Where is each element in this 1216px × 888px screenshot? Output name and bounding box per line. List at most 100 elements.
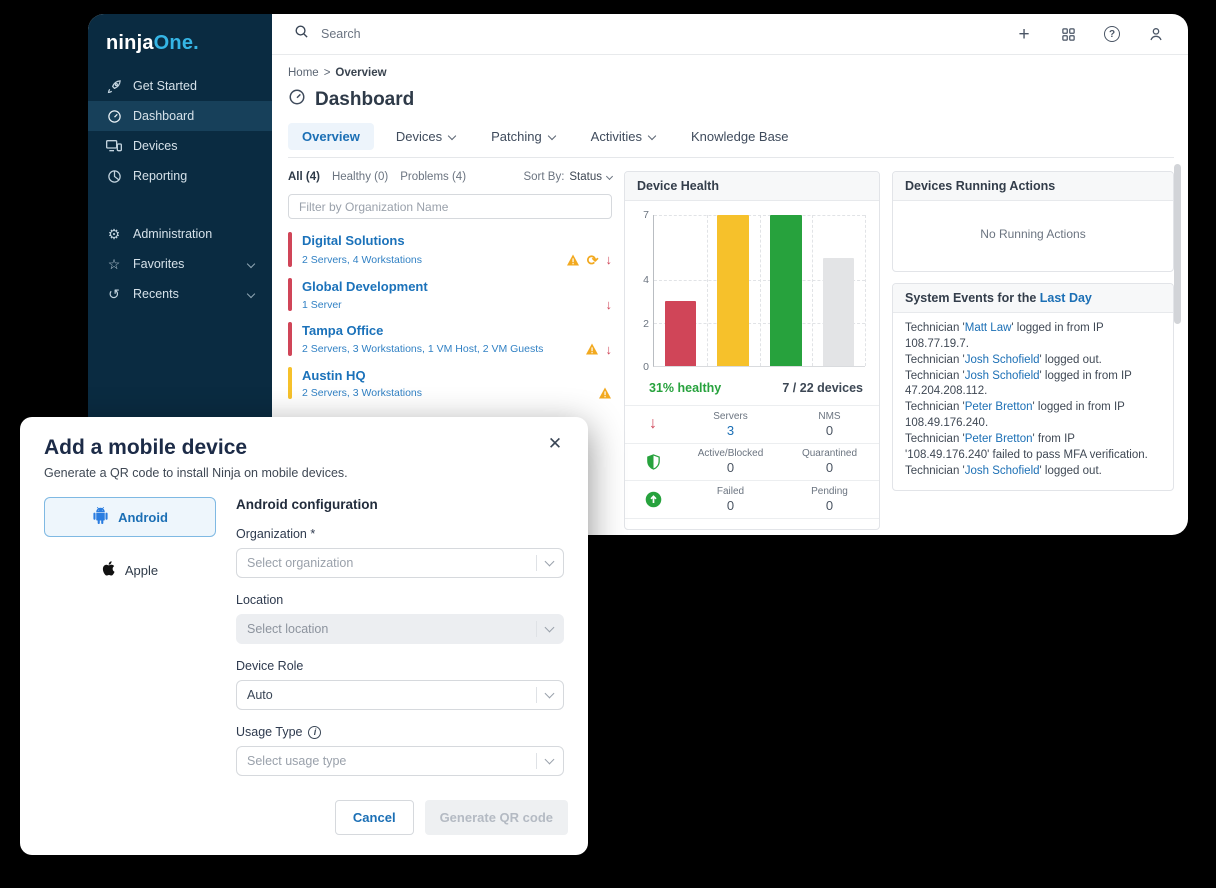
- device-role-select[interactable]: Auto: [236, 680, 564, 710]
- sidebar-item-label: Get Started: [133, 79, 197, 93]
- technician-link[interactable]: Matt Law: [964, 322, 1012, 334]
- technician-link[interactable]: Josh Schofield: [964, 464, 1040, 477]
- technician-link[interactable]: Josh Schofield: [964, 369, 1040, 382]
- sidebar-item-reporting[interactable]: Reporting: [88, 161, 272, 191]
- sidebar-item-devices[interactable]: Devices: [88, 131, 272, 161]
- stat-value: 0: [726, 497, 735, 513]
- platform-apple-button[interactable]: Apple: [44, 550, 216, 590]
- dashboard-icon: [288, 88, 306, 111]
- user-icon[interactable]: [1146, 24, 1166, 44]
- tab-devices[interactable]: Devices: [382, 123, 469, 150]
- stat-value: 0: [825, 497, 834, 513]
- devices-icon: [106, 138, 122, 154]
- platform-selector: Android Apple: [44, 497, 216, 776]
- stat-row-failed: Failed 0 Pending 0: [625, 480, 879, 518]
- logo-text-one: One.: [153, 32, 199, 54]
- sidebar-item-recents[interactable]: ↺ Recents: [88, 279, 272, 309]
- add-mobile-device-modal: ✕ Add a mobile device Generate a QR code…: [20, 417, 588, 855]
- modal-subtitle: Generate a QR code to install Ninja on m…: [44, 466, 348, 480]
- device-role-label: Device Role: [236, 659, 304, 673]
- filter-healthy[interactable]: Healthy (0): [331, 171, 389, 183]
- shield-half-icon: [625, 453, 681, 471]
- main-area: + ? Home > Overview Dashboard: [272, 14, 1188, 535]
- history-icon: ↺: [108, 285, 120, 302]
- panel-title: Devices Running Actions: [893, 172, 1173, 201]
- last-day-link[interactable]: Last Day: [1039, 291, 1092, 305]
- chevron-down-icon: [544, 754, 555, 764]
- org-summary: 2 Servers, 4 Workstations: [302, 253, 423, 266]
- organization-select[interactable]: Select organization: [236, 548, 564, 578]
- info-icon[interactable]: i: [308, 725, 322, 739]
- event-item: Technician 'Josh Schofield' logged in fr…: [905, 369, 1132, 398]
- chevron-down-icon: [246, 289, 256, 299]
- org-summary: 2 Servers, 3 Workstations: [302, 387, 423, 400]
- global-search[interactable]: [294, 24, 1014, 44]
- filter-all[interactable]: All (4): [288, 171, 320, 183]
- bar-offline: [822, 258, 855, 366]
- sidebar-item-label: Dashboard: [133, 109, 195, 123]
- org-name-link[interactable]: Tampa Office: [302, 323, 384, 339]
- apps-grid-icon[interactable]: [1058, 24, 1078, 44]
- close-icon[interactable]: ✕: [547, 434, 563, 453]
- org-card-austin-hq[interactable]: Austin HQ 2 Servers, 3 Workstations: [288, 366, 612, 400]
- organization-filter-input[interactable]: [288, 194, 612, 219]
- search-input[interactable]: [321, 27, 621, 41]
- panel-title: System Events for the Last Day: [893, 284, 1173, 313]
- breadcrumb-separator: >: [323, 67, 331, 79]
- org-card-global-development[interactable]: Global Development 1 Server ↓: [288, 277, 612, 312]
- down-arrow-icon: ↓: [605, 252, 613, 268]
- generate-qr-code-button[interactable]: Generate QR code: [424, 800, 568, 835]
- help-icon[interactable]: ?: [1102, 24, 1122, 44]
- sidebar-item-get-started[interactable]: Get Started: [88, 71, 272, 101]
- platform-android-button[interactable]: Android: [44, 497, 216, 537]
- location-select: Select location: [236, 614, 564, 644]
- chevron-down-icon: [647, 131, 657, 140]
- platform-label: Apple: [124, 562, 159, 578]
- panel-title: Device Health: [625, 172, 879, 201]
- breadcrumb: Home > Overview: [288, 67, 1174, 79]
- tab-knowledge-base[interactable]: Knowledge Base: [690, 129, 789, 144]
- technician-link[interactable]: Josh Schofield: [964, 353, 1040, 366]
- technician-link[interactable]: Peter Bretton: [964, 401, 1033, 414]
- select-placeholder: Select usage type: [247, 754, 347, 768]
- org-name-link[interactable]: Austin HQ: [302, 367, 366, 383]
- org-name-link[interactable]: Digital Solutions: [302, 233, 405, 248]
- filter-problems[interactable]: Problems (4): [400, 171, 467, 183]
- chevron-down-icon: [544, 556, 555, 566]
- sidebar-item-dashboard[interactable]: Dashboard: [88, 101, 272, 131]
- sort-by-dropdown[interactable]: Sort By: Status: [523, 171, 614, 183]
- event-item: Technician 'Peter Bretton' from IP '108.…: [905, 433, 1148, 461]
- chevron-down-icon: [544, 622, 555, 632]
- usage-type-select[interactable]: Select usage type: [236, 746, 564, 776]
- sidebar-item-favorites[interactable]: ☆ Favorites: [88, 249, 272, 279]
- form-section-title: Android configuration: [236, 497, 378, 512]
- org-card-digital-solutions[interactable]: Digital Solutions 2 Servers, 4 Workstati…: [288, 232, 612, 267]
- stat-value: 0: [825, 422, 834, 438]
- severity-bar: [288, 322, 292, 356]
- breadcrumb-home[interactable]: Home: [288, 67, 319, 79]
- plus-icon[interactable]: +: [1018, 23, 1030, 45]
- platform-label: Android: [118, 509, 168, 525]
- tab-overview[interactable]: Overview: [288, 123, 374, 150]
- vertical-scrollbar[interactable]: [1174, 164, 1181, 324]
- modal-title: Add a mobile device: [44, 436, 248, 459]
- report-icon: [106, 168, 122, 184]
- location-label: Location: [236, 593, 284, 607]
- stat-label: NMS: [818, 410, 841, 422]
- android-icon: [92, 507, 109, 527]
- event-item: Technician 'Peter Bretton' logged in fro…: [905, 401, 1125, 430]
- device-health-panel: Device Health 7 4 2 0: [624, 171, 880, 530]
- tab-activities[interactable]: Activities: [577, 123, 669, 150]
- panel-footer: [625, 517, 879, 529]
- org-card-tampa-office[interactable]: Tampa Office 2 Servers, 3 Workstations, …: [288, 322, 612, 356]
- sidebar-item-administration[interactable]: ⚙ Administration: [88, 219, 272, 249]
- logo-text-ninja: ninja: [106, 32, 154, 54]
- cancel-button[interactable]: Cancel: [334, 800, 414, 835]
- tab-patching[interactable]: Patching: [477, 123, 569, 150]
- empty-state-text: No Running Actions: [980, 227, 1086, 241]
- technician-link[interactable]: Peter Bretton: [964, 433, 1033, 446]
- stat-value-link[interactable]: 3: [726, 422, 735, 438]
- breadcrumb-current: Overview: [335, 67, 387, 79]
- org-name-link[interactable]: Global Development: [302, 278, 428, 294]
- sidebar-item-label: Devices: [133, 139, 178, 153]
